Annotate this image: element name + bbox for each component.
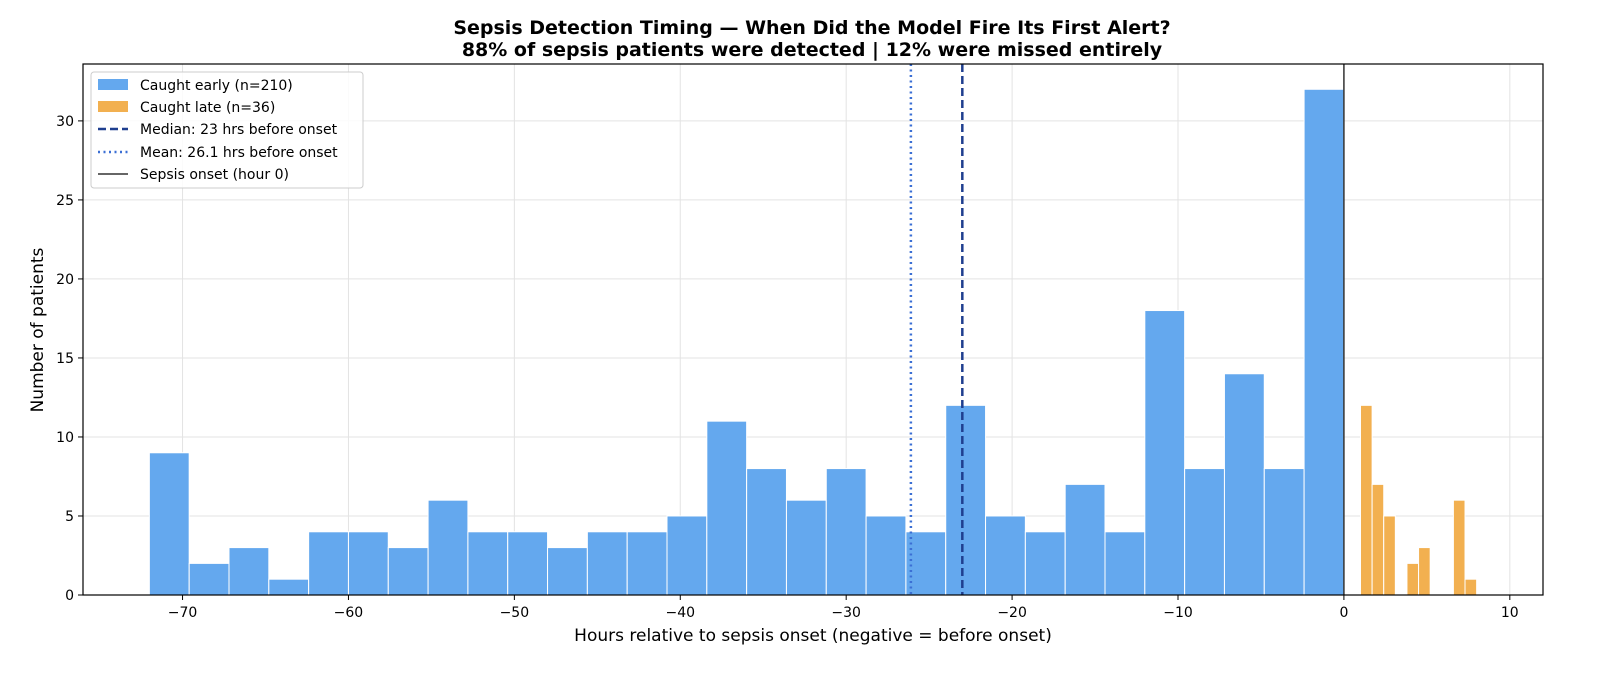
x-axis-label: Hours relative to sepsis onset (negative… — [574, 626, 1052, 646]
bar-caught-early — [1184, 468, 1225, 596]
x-tick-label: 10 — [1501, 605, 1519, 621]
legend-swatch-late — [98, 101, 128, 112]
bar-caught-early — [308, 531, 349, 596]
y-tick-label: 5 — [65, 509, 74, 525]
bar-caught-late — [1418, 547, 1431, 596]
bar-caught-early — [945, 404, 987, 596]
chart-title: Sepsis Detection Timing — When Did the M… — [453, 17, 1170, 39]
bar-caught-early — [507, 531, 549, 596]
x-tick-label: −20 — [997, 605, 1027, 621]
bar-caught-early — [666, 515, 708, 596]
bar-caught-early — [785, 499, 827, 596]
bar-caught-late — [1383, 515, 1396, 596]
bar-caught-early — [188, 562, 230, 596]
bar-caught-early — [1223, 373, 1265, 596]
bar-caught-late — [1360, 404, 1373, 596]
bar-caught-early — [268, 578, 310, 596]
legend-label-median: Median: 23 hrs before onset — [140, 122, 338, 138]
y-tick-label: 20 — [56, 272, 74, 288]
bar-caught-early — [427, 499, 469, 596]
x-tick-label: 0 — [1339, 605, 1348, 621]
y-tick-label: 25 — [56, 193, 74, 209]
bar-caught-early — [467, 531, 509, 596]
y-axis-label: Number of patients — [28, 247, 48, 412]
bar-caught-early — [1263, 468, 1305, 596]
bar-caught-early — [228, 547, 270, 596]
x-tick-label: −30 — [831, 605, 861, 621]
chart-subtitle: 88% of sepsis patients were detected | 1… — [462, 39, 1163, 61]
bar-caught-early — [626, 531, 668, 596]
legend-label-early: Caught early (n=210) — [140, 78, 293, 94]
legend: Caught early (n=210) Caught late (n=36) … — [90, 71, 364, 189]
bar-caught-early — [547, 547, 588, 596]
bar-caught-late — [1406, 562, 1420, 596]
x-tick-label: −70 — [168, 605, 198, 621]
bar-caught-early — [1303, 88, 1345, 596]
bar-caught-early — [865, 515, 907, 596]
bar-caught-late — [1464, 578, 1478, 596]
bar-caught-early — [148, 452, 190, 596]
y-tick-label: 10 — [56, 430, 74, 446]
bar-caught-early — [586, 531, 628, 596]
y-tick-label: 0 — [65, 588, 74, 604]
bar-caught-early — [985, 515, 1026, 596]
plot-frame — [82, 63, 1544, 596]
legend-label-mean: Mean: 26.1 hrs before onset — [140, 145, 338, 161]
x-tick-label: −60 — [334, 605, 364, 621]
bar-caught-early — [706, 420, 748, 596]
legend-label-onset: Sepsis onset (hour 0) — [140, 167, 289, 183]
bar-caught-early — [1104, 531, 1146, 596]
bar-caught-early — [347, 531, 389, 596]
x-tick-label: −50 — [500, 605, 530, 621]
y-tick-label: 30 — [56, 114, 74, 130]
bar-caught-early — [387, 547, 429, 596]
bar-caught-early — [1024, 531, 1066, 596]
bar-caught-early — [1144, 310, 1186, 596]
x-tick-label: −10 — [1163, 605, 1193, 621]
y-tick-label: 15 — [56, 351, 74, 367]
bar-caught-late — [1371, 483, 1385, 596]
bar-caught-early — [746, 468, 787, 596]
bar-caught-late — [1452, 499, 1466, 596]
bar-caught-early — [1064, 483, 1106, 596]
bar-caught-early — [905, 531, 947, 596]
legend-label-late: Caught late (n=36) — [140, 100, 275, 116]
x-tick-label: −40 — [665, 605, 695, 621]
bar-caught-early — [825, 468, 867, 596]
legend-swatch-early — [98, 79, 128, 90]
